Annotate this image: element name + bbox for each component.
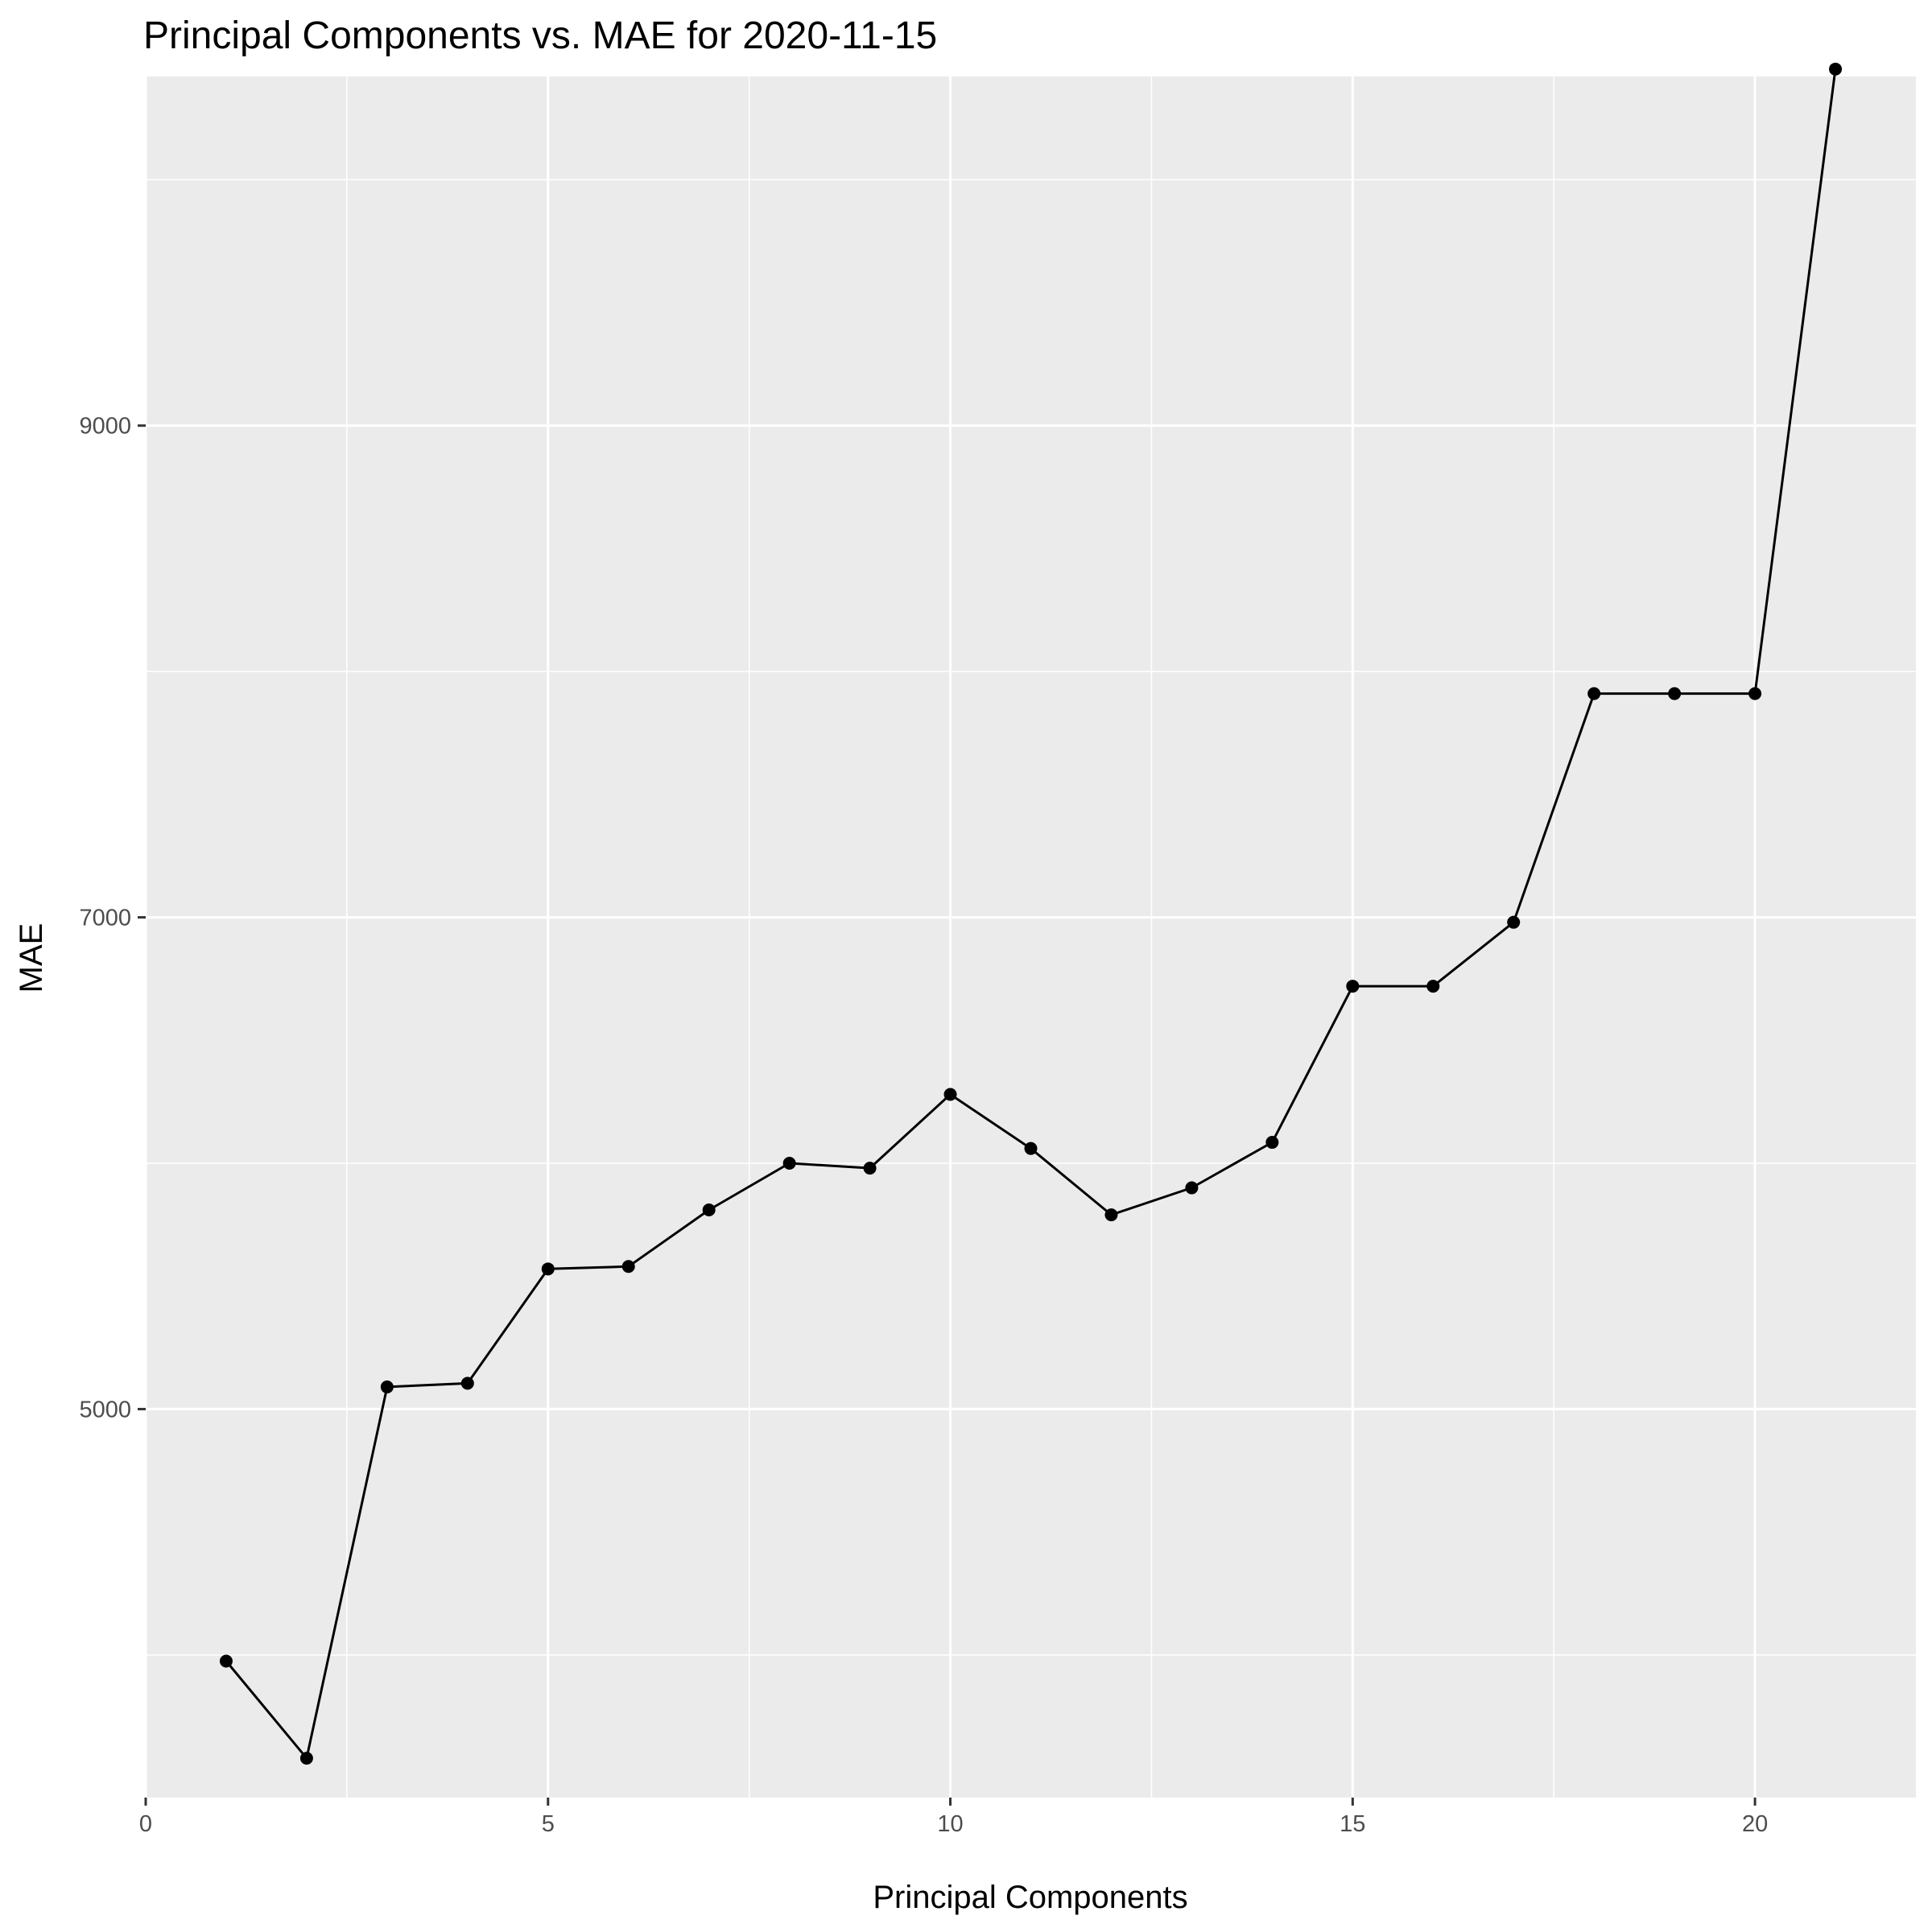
x-tick-label: 15 xyxy=(1340,1811,1365,1837)
x-tick-label: 20 xyxy=(1742,1811,1768,1837)
data-point xyxy=(1024,1141,1038,1155)
data-point xyxy=(621,1260,635,1274)
data-point xyxy=(1185,1181,1199,1195)
data-points xyxy=(219,62,1843,1765)
major-gridlines xyxy=(144,76,1916,1798)
x-axis-title: Principal Components xyxy=(873,1880,1187,1915)
data-point xyxy=(380,1380,394,1393)
y-tick-label: 9000 xyxy=(79,414,131,440)
data-point xyxy=(943,1088,957,1101)
data-point xyxy=(1265,1136,1279,1150)
data-point xyxy=(1507,915,1521,929)
data-point xyxy=(1346,980,1360,993)
data-point xyxy=(1104,1208,1118,1222)
y-tick-label: 7000 xyxy=(79,906,131,931)
x-tick-label: 5 xyxy=(542,1811,555,1837)
data-point xyxy=(1829,62,1843,76)
data-point xyxy=(1587,687,1601,700)
data-point xyxy=(219,1654,233,1668)
minor-gridlines xyxy=(146,76,1916,1798)
data-point xyxy=(1748,687,1762,700)
data-point xyxy=(541,1262,555,1276)
x-axis: 0 5 10 15 20 xyxy=(139,1798,1768,1837)
data-point xyxy=(460,1377,474,1390)
chart-title: Principal Components vs. MAE for 2020-11… xyxy=(143,14,937,57)
y-axis-title: MAE xyxy=(14,923,49,993)
x-tick-label: 10 xyxy=(937,1811,963,1837)
data-point xyxy=(1426,980,1440,993)
data-point xyxy=(702,1203,716,1217)
y-tick-label: 5000 xyxy=(79,1397,131,1422)
data-point xyxy=(1668,687,1682,700)
data-point xyxy=(782,1156,796,1170)
y-axis: 5000 7000 9000 xyxy=(79,414,146,1422)
data-point xyxy=(863,1162,877,1175)
data-point xyxy=(299,1752,313,1765)
x-tick-label: 0 xyxy=(139,1811,152,1837)
plot-panel xyxy=(146,76,1916,1798)
